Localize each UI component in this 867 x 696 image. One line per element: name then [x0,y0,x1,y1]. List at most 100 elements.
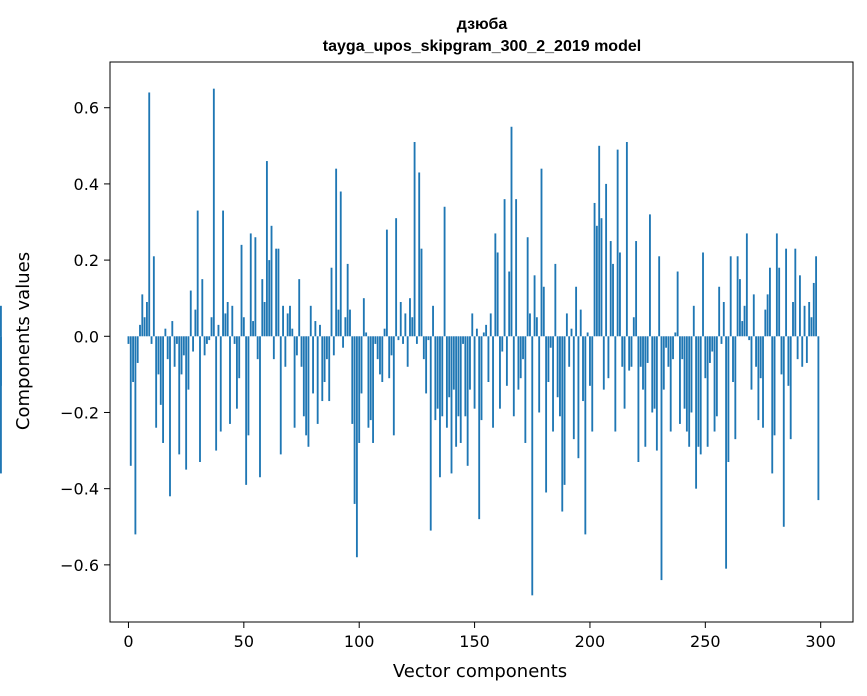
bar [411,317,414,337]
bar [561,336,564,512]
bar [489,313,492,337]
bar [381,336,384,382]
bar [203,336,206,356]
y-tick-label: −0.6 [60,556,99,575]
bar [349,309,351,337]
bar [457,336,460,417]
bar [752,294,755,337]
bar [129,336,132,466]
y-tick-label: 0.2 [74,251,99,270]
bar [342,336,344,348]
bar [542,286,545,337]
bar [229,336,231,424]
bar [512,336,515,417]
bar [194,309,197,337]
bar [372,336,374,443]
bar [466,336,469,466]
bar [725,336,728,569]
bar [630,336,633,367]
bar [547,336,550,382]
bar [510,126,513,337]
bar [205,336,208,344]
bar [164,328,167,337]
bar [173,336,176,367]
bar [263,302,266,337]
bar [681,336,684,360]
bar [307,336,310,447]
bar [565,313,568,337]
bar [146,302,148,337]
bar [801,336,804,367]
bar [709,336,711,363]
bar [175,336,178,344]
bar [429,336,432,531]
bar [143,317,146,337]
plot-frame [109,61,854,623]
bar [436,336,439,409]
bar [642,336,644,390]
bar [600,218,603,337]
bar [367,336,370,428]
bar [713,336,716,432]
bar [471,313,474,337]
bar [745,233,748,337]
bar [238,336,241,379]
bar [224,313,227,337]
bar [272,336,275,360]
bar [321,336,324,402]
bar [305,336,308,436]
bar [459,336,462,443]
y-tick-label: 0.6 [74,99,99,118]
bar [789,336,792,440]
bar [233,336,236,344]
bar [445,336,448,428]
bar [432,305,434,337]
x-tick-label: 50 [234,632,254,651]
bar [413,142,416,337]
bar [690,336,693,413]
bar [127,336,130,344]
bar [132,336,134,382]
bar [404,313,407,337]
bar [559,336,561,417]
bar [208,336,211,341]
bar [499,336,501,409]
x-tick-label: 250 [690,632,721,651]
bar [658,256,661,337]
bar [136,336,139,363]
bar [695,336,698,489]
bar [427,336,430,341]
bar [134,336,137,535]
bar [803,305,806,337]
x-tick-label: 0 [123,632,133,651]
x-axis-label: Vector components [393,661,567,682]
bar [215,336,218,451]
bar [201,279,204,337]
bar [517,336,520,390]
bar [612,263,614,337]
bar [284,336,287,367]
bar [549,336,552,348]
bar [159,336,162,405]
bar [240,244,243,337]
bar [293,336,296,428]
bar [222,210,224,337]
bar [150,336,153,344]
bar [722,302,725,337]
bar [787,336,790,386]
bar [402,336,404,344]
bar [619,252,621,337]
bar [715,336,718,417]
bar [750,336,753,390]
bar [369,336,372,421]
bar [769,267,771,337]
bar [679,336,681,424]
bar [0,336,2,474]
bar [217,324,220,337]
bar [196,210,199,337]
bar [805,336,808,363]
bar [508,271,511,337]
bar [702,252,704,337]
bar [385,229,388,337]
bar [595,225,598,337]
